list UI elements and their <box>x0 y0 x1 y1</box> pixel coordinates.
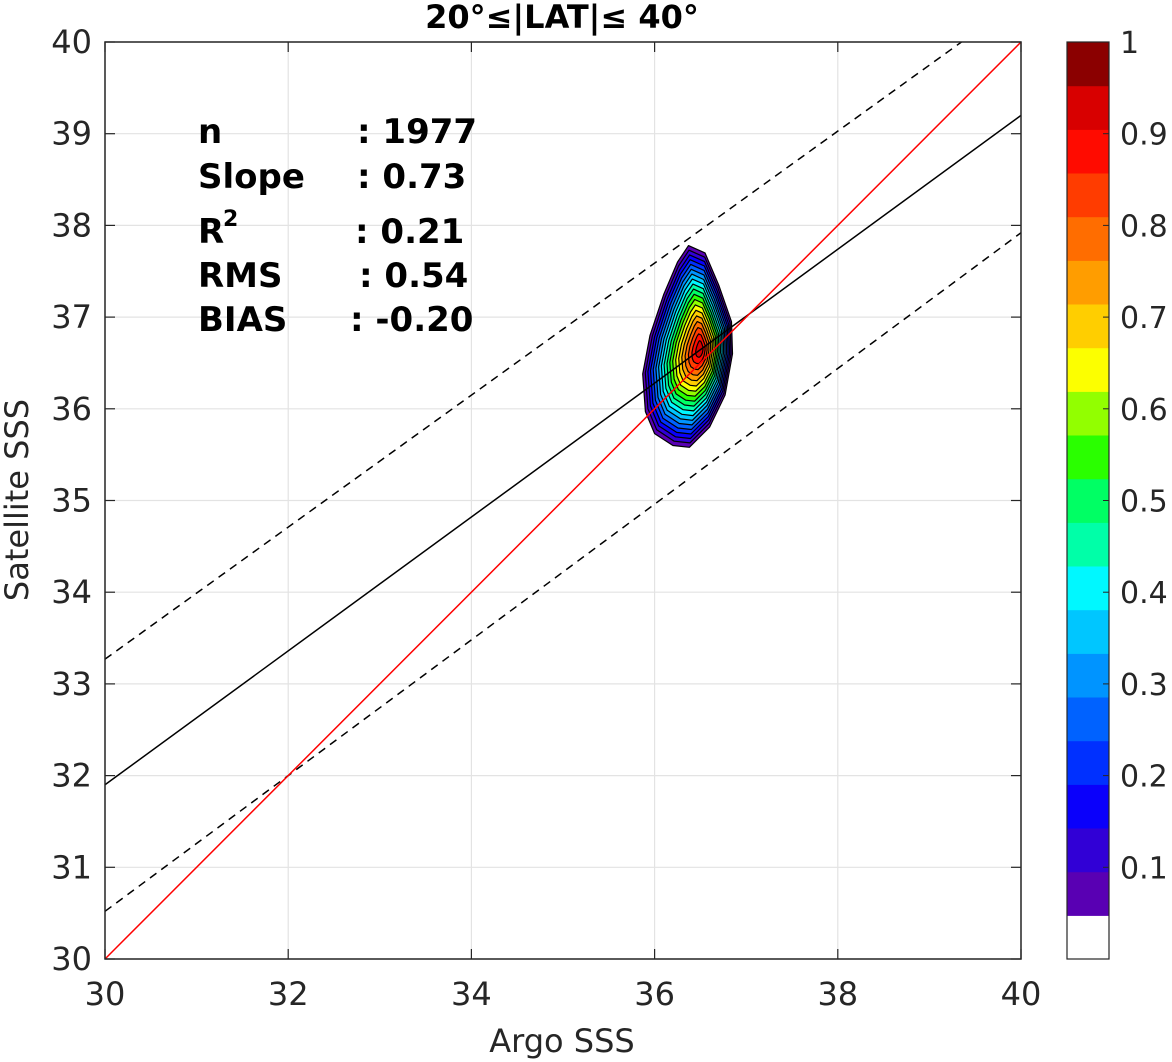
density-contours <box>642 245 734 448</box>
y-tick-label: 32 <box>51 757 92 795</box>
colorbar-tick-label: 0.2 <box>1120 760 1168 795</box>
colorbar-segment <box>1067 828 1109 873</box>
colorbar-segment <box>1067 173 1109 218</box>
y-tick-label: 31 <box>51 848 92 886</box>
colorbar-tick-label: 0.3 <box>1120 668 1168 703</box>
colorbar-segment <box>1067 85 1109 130</box>
axes-frame <box>104 41 1022 960</box>
colorbar-tick-label: 0.7 <box>1120 301 1168 336</box>
colorbar-segment <box>1067 871 1109 916</box>
stat-bias-label: BIAS <box>198 300 287 340</box>
colorbar-tick-label: 0.9 <box>1120 118 1168 153</box>
y-tick-label: 40 <box>51 23 92 61</box>
colorbar-segment <box>1067 566 1109 611</box>
colorbar-segment <box>1067 915 1109 960</box>
stats-annotation: n : 1977 Slope : 0.73 R 2 : 0.21 RMS : 0… <box>198 112 477 340</box>
regression-line <box>104 114 1022 786</box>
colorbar-tick-label: 0.8 <box>1120 209 1168 244</box>
stat-rms-value: : 0.54 <box>359 256 468 296</box>
colorbar: 0.1 0.2 0.3 0.4 0.5 0.6 0.7 0.8 0.9 1 <box>1066 26 1168 960</box>
stat-r2-sup: 2 <box>223 207 238 232</box>
density-level-19 <box>695 340 704 358</box>
y-tick-label: 38 <box>51 206 92 244</box>
chart-title: 20°≤|LAT|≤ 40° <box>425 0 699 37</box>
x-tick-label: 34 <box>451 975 492 1013</box>
stat-slope-label: Slope <box>198 157 305 197</box>
colorbar-segment <box>1067 260 1109 305</box>
stat-r2-label: R <box>198 212 224 252</box>
colorbar-tick-label: 0.1 <box>1120 851 1168 886</box>
y-tick-label: 36 <box>51 390 92 428</box>
colorbar-segment <box>1067 697 1109 742</box>
colorbar-tick-label: 0.6 <box>1120 393 1168 428</box>
colorbar-segment <box>1067 435 1109 480</box>
colorbar-segment <box>1067 478 1109 523</box>
x-axis-label: Argo SSS <box>489 1022 634 1060</box>
x-tick-label: 38 <box>817 975 858 1013</box>
y-tick-label: 33 <box>51 665 92 703</box>
colorbar-segment <box>1067 347 1109 392</box>
stat-slope-value: : 0.73 <box>357 157 466 197</box>
one-to-one-line <box>104 41 1022 960</box>
reference-lines <box>104 41 1022 960</box>
colorbar-segment <box>1067 216 1109 261</box>
stat-bias-value: : -0.20 <box>350 300 473 340</box>
y-tick-label: 34 <box>51 573 92 611</box>
plot-border <box>104 41 1022 960</box>
colorbar-tick-label: 0.5 <box>1120 485 1168 520</box>
colorbar-segment <box>1067 609 1109 654</box>
colorbar-segment <box>1067 304 1109 349</box>
colorbar-segment <box>1067 42 1109 87</box>
colorbar-segment <box>1067 653 1109 698</box>
colorbar-segment <box>1067 522 1109 567</box>
colorbar-segment <box>1067 391 1109 436</box>
colorbar-segment <box>1067 740 1109 785</box>
x-tick-labels: 30 32 34 36 38 40 <box>85 975 1042 1013</box>
y-tick-label: 30 <box>51 940 92 978</box>
stat-r2-value: : 0.21 <box>355 212 464 252</box>
lower-bound-line <box>104 232 1022 912</box>
y-tick-label: 39 <box>51 115 92 153</box>
upper-bound-line <box>104 41 962 660</box>
x-tick-label: 36 <box>634 975 675 1013</box>
colorbar-segment <box>1067 784 1109 829</box>
y-tick-label: 37 <box>51 298 92 336</box>
x-tick-label: 32 <box>268 975 309 1013</box>
y-axis-label: Satellite SSS <box>0 399 36 601</box>
y-tick-labels: 30 31 32 33 34 35 36 37 38 39 40 <box>51 23 92 978</box>
stat-rms-label: RMS <box>198 256 283 296</box>
colorbar-tick-label: 1 <box>1120 26 1139 61</box>
stat-n-value: : 1977 <box>357 112 477 152</box>
x-tick-label: 30 <box>85 975 126 1013</box>
stat-n-label: n <box>198 112 222 152</box>
y-tick-label: 35 <box>51 482 92 520</box>
colorbar-tick-label: 0.4 <box>1120 576 1168 611</box>
x-tick-label: 40 <box>1001 975 1042 1013</box>
colorbar-segment <box>1067 129 1109 174</box>
